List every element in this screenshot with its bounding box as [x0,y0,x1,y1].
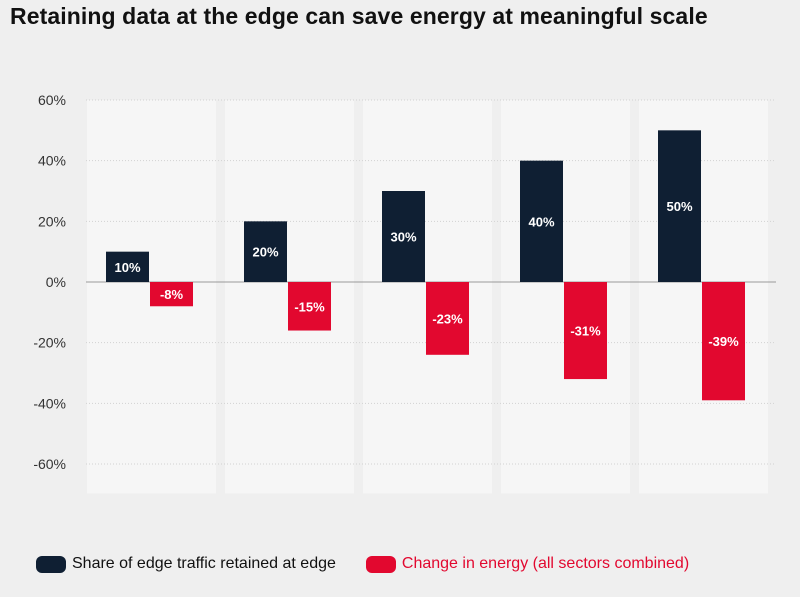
data-label: 20% [252,245,278,260]
legend-label-share: Share of edge traffic retained at edge [72,555,336,572]
bar-share [244,221,287,282]
legend: Share of edge traffic retained at edge C… [36,555,719,573]
bar-share [520,160,563,282]
bar-energy [150,282,193,307]
bar-energy [288,282,331,331]
legend-item-share[interactable]: Share of edge traffic retained at edge [36,555,336,573]
legend-swatch-energy [365,555,396,573]
y-tick-label: -40% [33,395,66,411]
bar-energy [702,282,745,401]
bar-energy [564,282,607,380]
legend-item-energy[interactable]: Change in energy (all sectors combined) [365,555,690,573]
bar-share [106,251,149,282]
bar-share [382,191,425,282]
y-tick-label: 60% [38,92,66,108]
legend-swatch-share [36,555,66,573]
data-label: -23% [432,311,463,326]
y-tick-label: -60% [33,456,66,472]
data-label: -15% [294,299,325,314]
bar-share [658,130,701,282]
legend-label-energy: Change in energy (all sectors combined) [401,555,690,572]
data-label: 50% [666,199,692,214]
y-tick-label: 20% [38,213,66,229]
data-label: -39% [708,334,739,349]
bar-energy [426,282,469,355]
y-tick-label: 40% [38,153,66,169]
data-label: 10% [114,260,140,275]
y-tick-label: 0% [46,274,66,290]
data-label: 40% [528,214,554,229]
y-tick-label: -20% [33,335,66,351]
data-label: -8% [160,287,184,302]
data-label: -31% [570,324,601,339]
data-label: 30% [390,230,416,245]
chart-title: Retaining data at the edge can save ener… [10,3,708,29]
